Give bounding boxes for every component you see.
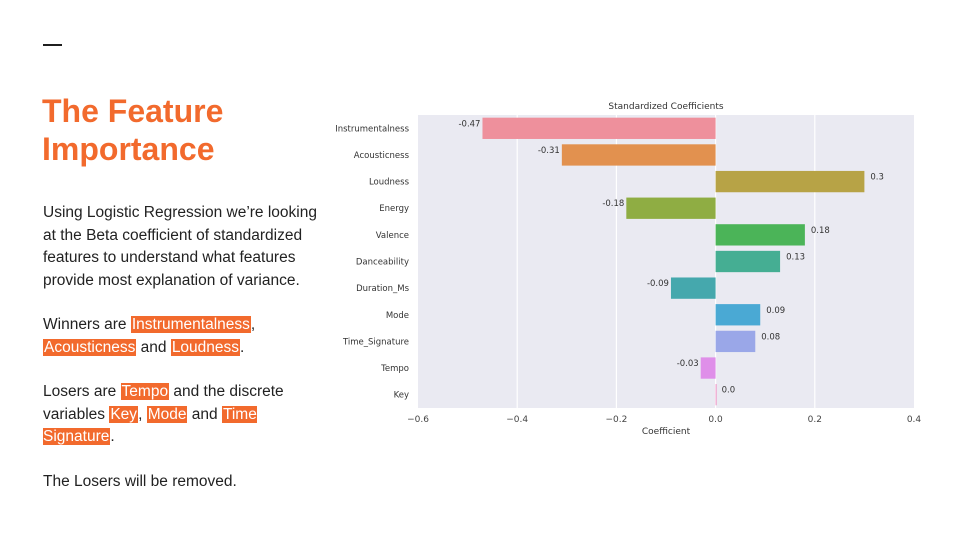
data-label: -0.47 (458, 119, 480, 129)
winners-paragraph: Winners are Instrumentalness, Acousticne… (43, 314, 328, 359)
slide-title: The Feature Importance (42, 93, 224, 167)
bar-time-signature (715, 330, 756, 353)
winners-separator: , (250, 316, 256, 333)
bar-energy (626, 197, 716, 219)
losers-paragraph: Losers are Tempo and the discrete variab… (43, 381, 328, 449)
losers-prefix: Losers are (43, 383, 121, 400)
bar-acousticness (561, 144, 716, 166)
data-label: 0.08 (761, 332, 780, 342)
winner-highlight: Acousticness (43, 338, 137, 356)
coefficient-chart: −0.6 −0.4 −0.2 0.0 0.2 0.4 Instrumentalness -0.… (330, 96, 930, 466)
loser-highlight: Key (109, 405, 139, 423)
losers-text: and the discrete variables (43, 383, 284, 423)
winners-suffix: . (240, 338, 245, 356)
chart-svg: −0.6 −0.4 −0.2 0.0 0.2 0.4 Instrumentalness -0.… (335, 102, 922, 437)
x-tick-label: −0.6 (407, 415, 429, 425)
bar-instrumentalness (482, 117, 716, 139)
loser-highlight: Mode (146, 405, 188, 423)
loser-highlight: Tempo (120, 383, 170, 400)
data-label: -0.09 (647, 279, 669, 289)
bar-loudness (715, 170, 865, 193)
x-tick-label: −0.4 (506, 415, 528, 425)
data-label: 0.09 (766, 306, 785, 316)
bar-mode (715, 304, 761, 326)
x-tick-label: 0.2 (808, 415, 822, 425)
y-tick-label: Energy (379, 204, 409, 214)
winner-highlight: Loudness (170, 338, 241, 356)
data-label: -0.18 (602, 199, 624, 209)
y-tick-label: Acousticness (354, 151, 410, 161)
data-label: 0.13 (786, 253, 805, 263)
losers-suffix: . (110, 428, 115, 445)
accent-rule (43, 44, 62, 46)
y-tick-label: Instrumentalness (335, 124, 409, 134)
bar-valence (715, 224, 805, 246)
winners-prefix: Winners are (43, 316, 131, 333)
slide-body: Using Logistic Regression we’re looking … (43, 202, 328, 515)
y-tick-label: Key (394, 391, 409, 401)
y-tick-label: Duration_Ms (356, 284, 410, 294)
intro-paragraph: Using Logistic Regression we’re looking … (43, 204, 317, 289)
y-tick-label: Tempo (380, 364, 409, 374)
y-tick-label: Loudness (369, 178, 410, 188)
x-axis-label: Coefficient (642, 427, 691, 437)
closing-paragraph: The Losers will be removed. (43, 472, 237, 490)
data-label: -0.03 (677, 359, 699, 369)
losers-separator: and (187, 405, 222, 423)
chart-title: Standardized Coefficients (608, 102, 724, 112)
x-tick-label: 0.4 (907, 415, 922, 425)
bar-tempo (700, 357, 716, 379)
bar-key (715, 384, 717, 406)
data-label: -0.31 (538, 146, 560, 156)
x-tick-label: 0.0 (708, 415, 723, 425)
y-tick-label: Time_Signature (342, 337, 409, 347)
data-label: 0.3 (870, 173, 884, 183)
bar-duration-ms (670, 277, 716, 299)
y-tick-label: Danceability (356, 258, 409, 268)
data-label: 0.0 (722, 386, 736, 396)
x-tick-label: −0.2 (605, 415, 627, 425)
y-tick-label: Mode (386, 311, 409, 321)
bar-danceability (715, 250, 781, 273)
losers-separator: , (138, 405, 147, 423)
winner-highlight: Instrumentalness (130, 316, 251, 333)
data-label: 0.18 (811, 226, 830, 236)
y-tick-label: Valence (376, 231, 409, 241)
winners-separator: and (136, 338, 171, 356)
